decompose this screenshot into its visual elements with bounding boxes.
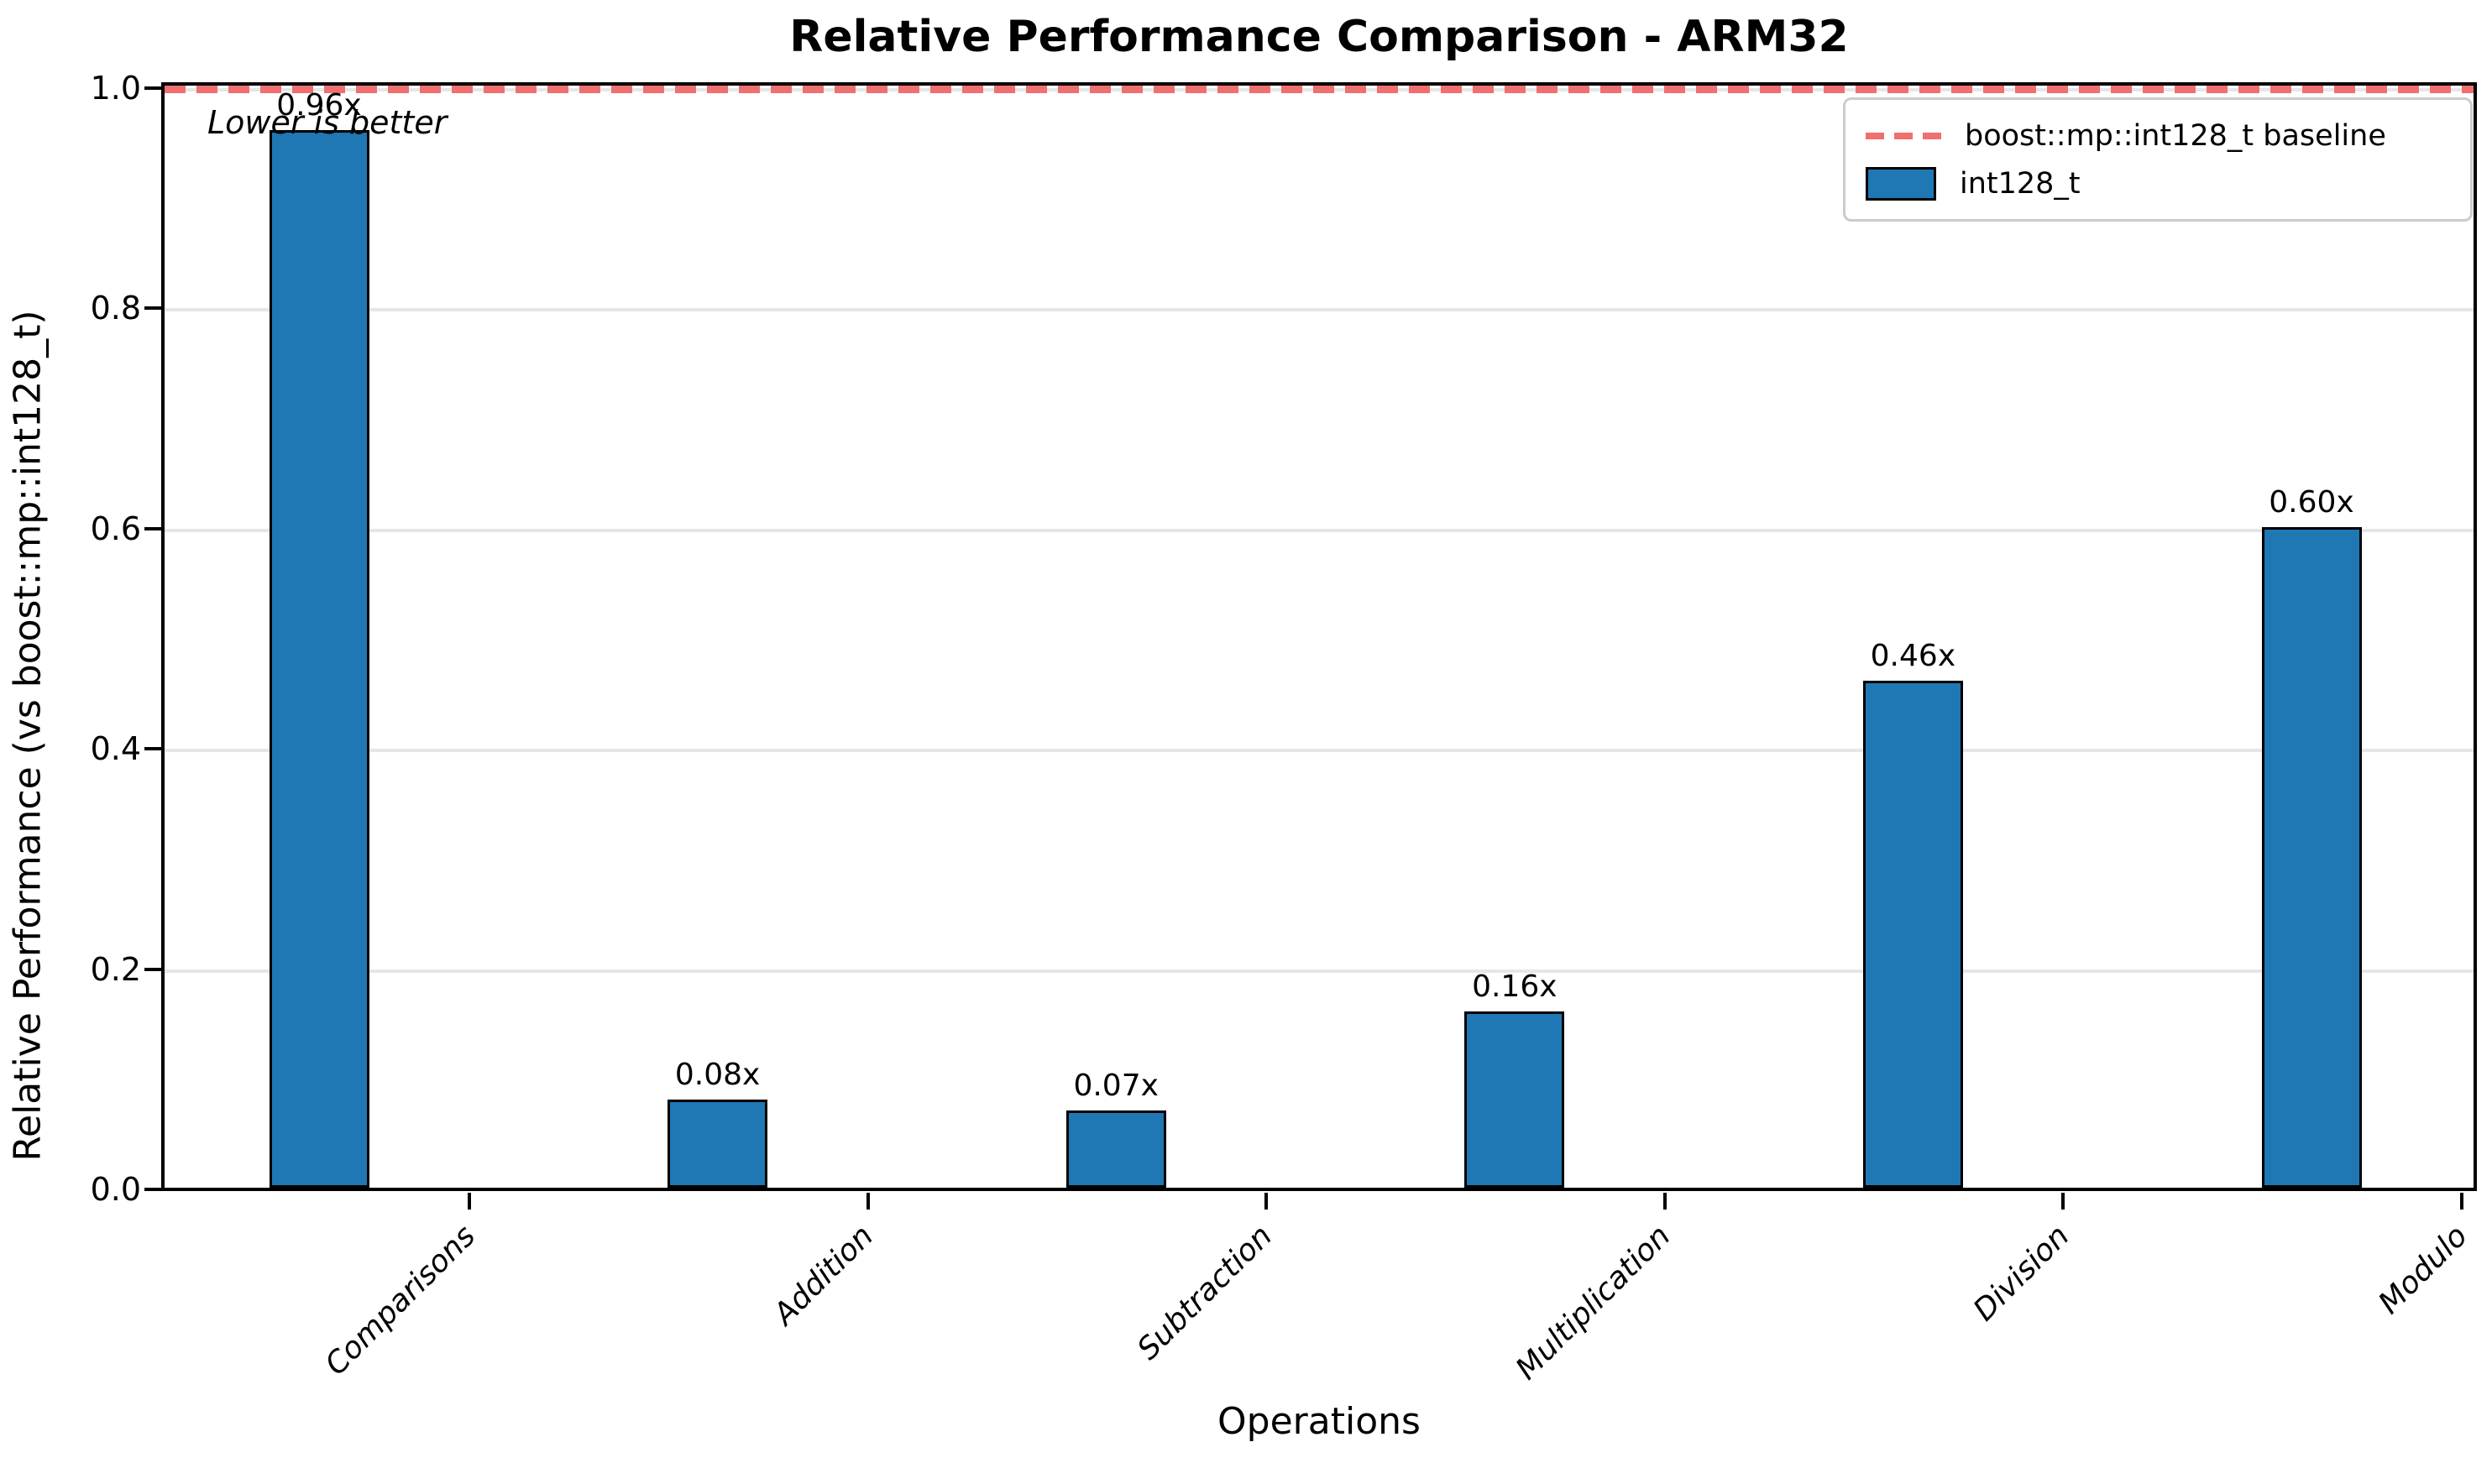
- plot-area: 0.96x 0.08x 0.07x 0.16x 0.46x 0.60x Lower is …: [161, 82, 2477, 1191]
- y-tick-label-0.2: 0.2: [90, 950, 141, 988]
- x-tick-label-addition: Addition: [767, 1219, 881, 1332]
- chart-title: Relative Performance Comparison - ARM32: [789, 12, 1849, 62]
- y-tick-mark-0.6: [144, 526, 161, 530]
- x-tick-mark-modulo: [2460, 1193, 2463, 1210]
- x-tick-mark-comparisons: [468, 1193, 471, 1210]
- y-tick-label-0.8: 0.8: [90, 290, 141, 327]
- gridline-y-0.8: [165, 308, 2474, 312]
- legend-item-baseline: boost::mp::int128_t baseline: [1866, 113, 2450, 159]
- x-tick-label-comparisons: Comparisons: [318, 1219, 482, 1382]
- bar-comparisons: [269, 130, 369, 1188]
- bar-value-label-comparisons: 0.96x: [276, 88, 362, 123]
- x-tick-label-division: Division: [1966, 1219, 2076, 1328]
- legend-baseline-label: boost::mp::int128_t baseline: [1965, 118, 2386, 153]
- bar-value-label-addition: 0.08x: [674, 1058, 761, 1093]
- x-tick-label-multiplication: Multiplication: [1509, 1219, 1678, 1387]
- y-tick-label-1.0: 1.0: [90, 70, 141, 107]
- x-tick-label-modulo: Modulo: [2372, 1219, 2474, 1321]
- bar-division: [1862, 681, 1963, 1188]
- legend-item-series: int128_t: [1866, 161, 2450, 206]
- y-tick-mark-0.8: [144, 306, 161, 311]
- x-axis-title: Operations: [1217, 1400, 1421, 1443]
- gridline-y-0.6: [165, 528, 2474, 532]
- y-tick-mark-1.0: [144, 86, 161, 90]
- y-axis-title: Relative Performance (vs boost::mp::int1…: [6, 310, 50, 1162]
- x-tick-mark-subtraction: [1264, 1193, 1269, 1210]
- lower-is-better-annotation: Lower is better: [207, 104, 448, 141]
- bar-swatch: [1866, 166, 1936, 201]
- x-tick-mark-addition: [866, 1193, 870, 1210]
- baseline-dashed-line: [165, 86, 2474, 93]
- bar-subtraction: [1065, 1110, 1166, 1188]
- bar-value-label-division: 0.46x: [1870, 639, 1956, 674]
- y-tick-mark-0.2: [144, 967, 161, 971]
- bar-multiplication: [1464, 1011, 1565, 1188]
- legend-box: boost::mp::int128_t baseline int128_t: [1843, 97, 2473, 222]
- y-tick-mark-0.4: [144, 747, 161, 751]
- bar-value-label-subtraction: 0.07x: [1073, 1069, 1159, 1104]
- bar-value-label-multiplication: 0.16x: [1472, 969, 1558, 1005]
- gridline-y-0.4: [165, 749, 2474, 753]
- bar-addition: [668, 1100, 768, 1188]
- y-tick-label-0.0: 0.0: [90, 1171, 141, 1208]
- bar-value-label-modulo: 0.60x: [2269, 484, 2354, 520]
- bar-modulo: [2261, 526, 2362, 1188]
- dashed-line-swatch: [1866, 132, 1941, 139]
- y-tick-label-0.6: 0.6: [90, 509, 141, 547]
- gridline-y-0.2: [165, 969, 2474, 973]
- legend-series-label: int128_t: [1960, 166, 2081, 201]
- x-tick-mark-division: [2061, 1193, 2065, 1210]
- y-tick-mark-0.0: [144, 1188, 161, 1191]
- y-tick-label-0.4: 0.4: [90, 730, 141, 768]
- x-tick-mark-multiplication: [1662, 1193, 1667, 1210]
- x-tick-label-subtraction: Subtraction: [1130, 1219, 1280, 1367]
